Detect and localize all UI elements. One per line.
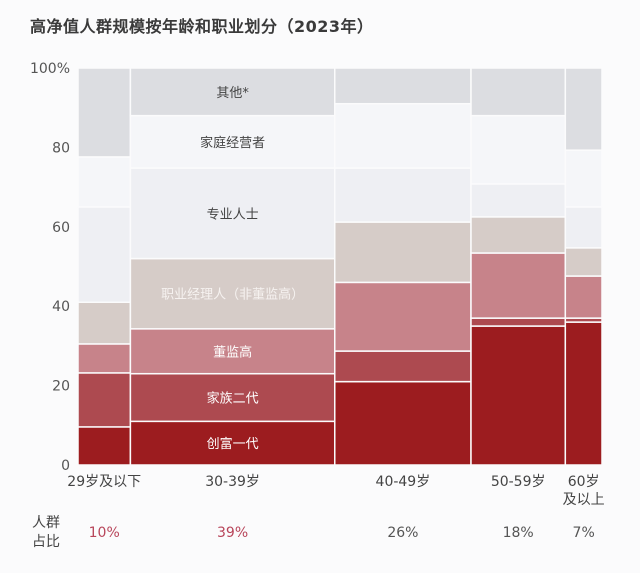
x-tick-label: 50-59岁 [491, 474, 546, 490]
y-tick-label: 40 [52, 299, 70, 315]
segment-专业人士 [564, 206, 603, 249]
segment-家族二代 [129, 372, 336, 423]
segment-董监高 [334, 281, 472, 352]
segment-label: 其他* [216, 86, 249, 101]
segment-家族二代 [334, 350, 472, 383]
y-tick-label: 80 [52, 140, 70, 156]
segment-家庭经营者 [564, 149, 603, 208]
y-tick-label: 20 [52, 379, 70, 395]
share-label: 39% [217, 525, 248, 541]
share-label: 7% [573, 525, 595, 541]
segment-家庭经营者 [129, 114, 336, 169]
segment-创富一代 [470, 325, 567, 466]
segment-董监高 [470, 252, 567, 319]
segment-职业经理人（非董监高） [334, 221, 472, 284]
segment-label: 家庭经营者 [200, 135, 265, 151]
segment-创富一代 [77, 426, 132, 466]
segment-其他* [334, 67, 472, 105]
segment-专业人士 [334, 167, 472, 223]
segment-家族二代 [77, 372, 132, 428]
segment-家族二代 [470, 317, 567, 327]
segment-label: 董监高 [213, 344, 252, 360]
share-row-label: 占比 [32, 534, 60, 550]
segment-其他* [470, 67, 567, 117]
segment-董监高 [564, 275, 603, 319]
segment-专业人士 [77, 206, 132, 303]
x-tick-label: 40-49岁 [376, 474, 431, 490]
x-tick-label: 30-39岁 [205, 474, 260, 490]
segment-其他* [77, 67, 132, 158]
chart-title: 高净值人群规模按年龄和职业划分（2023年） [30, 17, 374, 36]
segment-label: 家族二代 [207, 391, 259, 407]
segment-其他* [129, 67, 336, 117]
y-tick-label: 60 [52, 220, 70, 236]
y-tick-label: 100% [30, 61, 70, 77]
y-tick-label: 0 [61, 458, 70, 474]
segment-其他* [564, 67, 603, 151]
segment-职业经理人（非董监高） [77, 301, 132, 345]
segment-创富一代 [564, 321, 603, 466]
x-tick-label: 及以上 [563, 492, 605, 508]
segment-家庭经营者 [77, 156, 132, 208]
share-label: 10% [89, 525, 120, 541]
segment-董监高 [77, 343, 132, 374]
x-tick-label: 60岁 [568, 474, 600, 490]
segment-label: 职业经理人（非董监高） [161, 287, 304, 303]
segment-专业人士 [470, 183, 567, 218]
segment-家庭经营者 [334, 102, 472, 169]
segment-label: 专业人士 [207, 207, 259, 222]
share-label: 26% [387, 525, 418, 541]
share-label: 18% [503, 525, 534, 541]
segment-label: 创富一代 [207, 436, 259, 452]
x-tick-label: 29岁及以下 [67, 474, 141, 490]
segment-职业经理人（非董监高） [470, 216, 567, 254]
share-row-label: 人群 [32, 515, 60, 531]
segment-职业经理人（非董监高） [564, 247, 603, 277]
segment-家庭经营者 [470, 114, 567, 185]
segment-创富一代 [334, 380, 472, 466]
